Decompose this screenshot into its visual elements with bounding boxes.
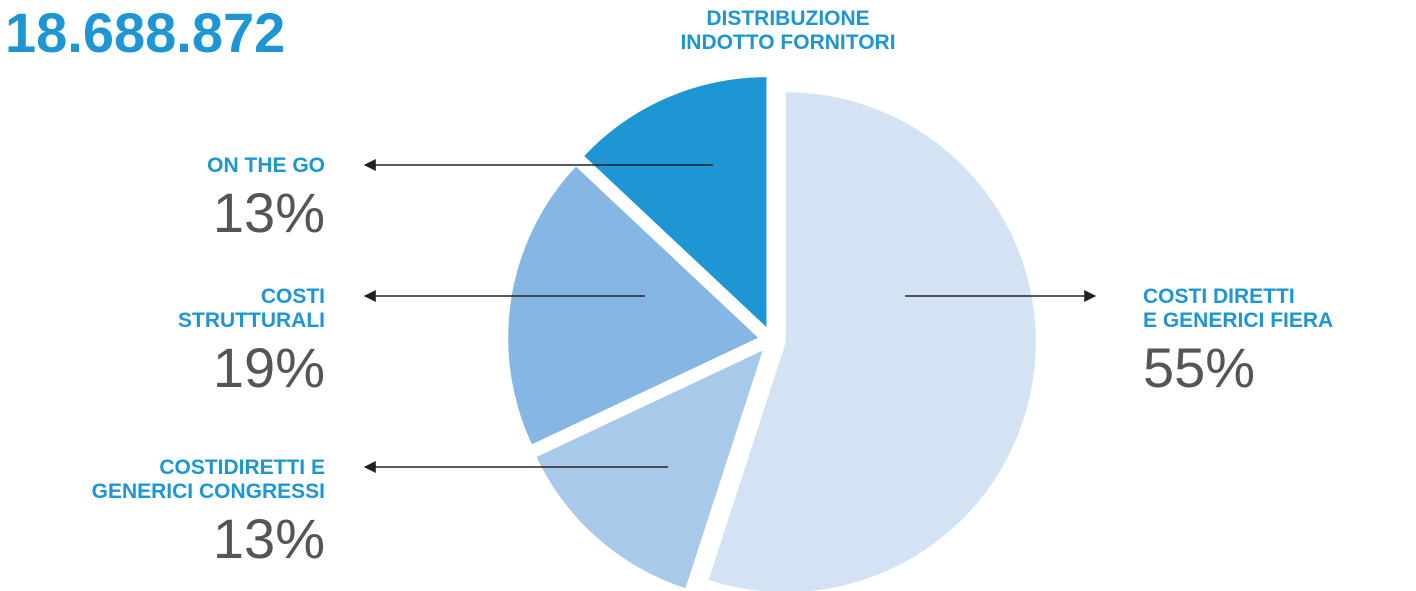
slice-value: 13% xyxy=(213,507,325,570)
pie-slice xyxy=(584,77,767,328)
slice-name: STRUTTURALI xyxy=(178,309,325,332)
pie-slice xyxy=(508,166,759,445)
pie-slice xyxy=(536,350,763,589)
chart-title: DISTRIBUZIONE xyxy=(706,7,869,30)
slice-name: COSTI DIRETTI xyxy=(1143,285,1295,308)
slice-name: COSTIDIRETTI E xyxy=(159,456,325,479)
slice-value: 55% xyxy=(1143,336,1255,399)
chart-title: INDOTTO FORNITORI xyxy=(680,31,895,54)
headline-number: 18.688.872 xyxy=(5,1,285,64)
pie-slice xyxy=(708,92,1036,591)
slice-name: E GENERICI FIERA xyxy=(1143,309,1333,332)
slice-name: ON THE GO xyxy=(207,154,325,177)
slice-name: COSTI xyxy=(261,285,325,308)
slice-value: 13% xyxy=(213,181,325,244)
slice-value: 19% xyxy=(213,336,325,399)
slice-name: GENERICI CONGRESSI xyxy=(92,480,325,503)
